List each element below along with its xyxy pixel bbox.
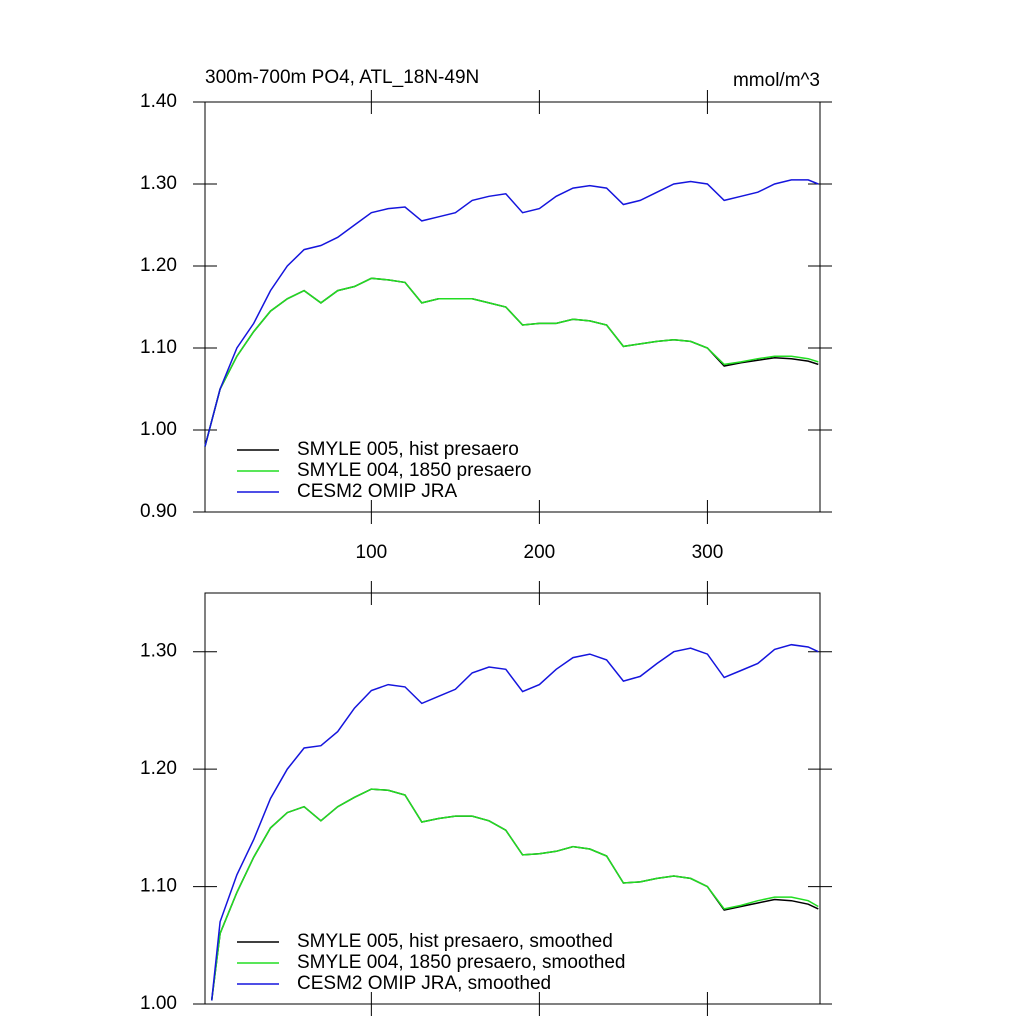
legend-label: SMYLE 005, hist presaero, smoothed xyxy=(297,931,613,952)
x-tick-label: 200 xyxy=(524,542,556,563)
series-line xyxy=(204,179,819,447)
y-tick-label: 1.10 xyxy=(140,876,177,897)
plot-frame xyxy=(204,101,821,513)
series-line xyxy=(210,643,819,1001)
y-tick-label: 1.40 xyxy=(140,91,177,112)
units-label: mmol/m^3 xyxy=(733,70,820,91)
y-tick-label: 1.00 xyxy=(140,993,177,1014)
x-tick-label: 300 xyxy=(692,542,724,563)
y-tick-label: 1.20 xyxy=(140,758,177,779)
y-tick-label: 0.90 xyxy=(140,501,177,522)
y-tick-label: 1.10 xyxy=(140,337,177,358)
chart-title: 300m-700m PO4, ATL_18N-49N xyxy=(205,67,479,88)
series-line xyxy=(210,788,819,1001)
legend-label: CESM2 OMIP JRA xyxy=(297,481,457,502)
series-line xyxy=(204,277,819,447)
y-tick-label: 1.00 xyxy=(140,419,177,440)
series-line xyxy=(204,277,819,447)
legend-label: SMYLE 004, 1850 presaero xyxy=(297,460,532,481)
plot-frame xyxy=(204,592,821,1005)
legend-label: SMYLE 005, hist presaero xyxy=(297,439,519,460)
y-tick-label: 1.20 xyxy=(140,255,177,276)
legend-label: SMYLE 004, 1850 presaero, smoothed xyxy=(297,952,625,973)
legend-label: CESM2 OMIP JRA, smoothed xyxy=(297,973,551,994)
y-tick-label: 1.30 xyxy=(140,641,177,662)
x-tick-label: 100 xyxy=(356,542,388,563)
y-tick-label: 1.30 xyxy=(140,173,177,194)
